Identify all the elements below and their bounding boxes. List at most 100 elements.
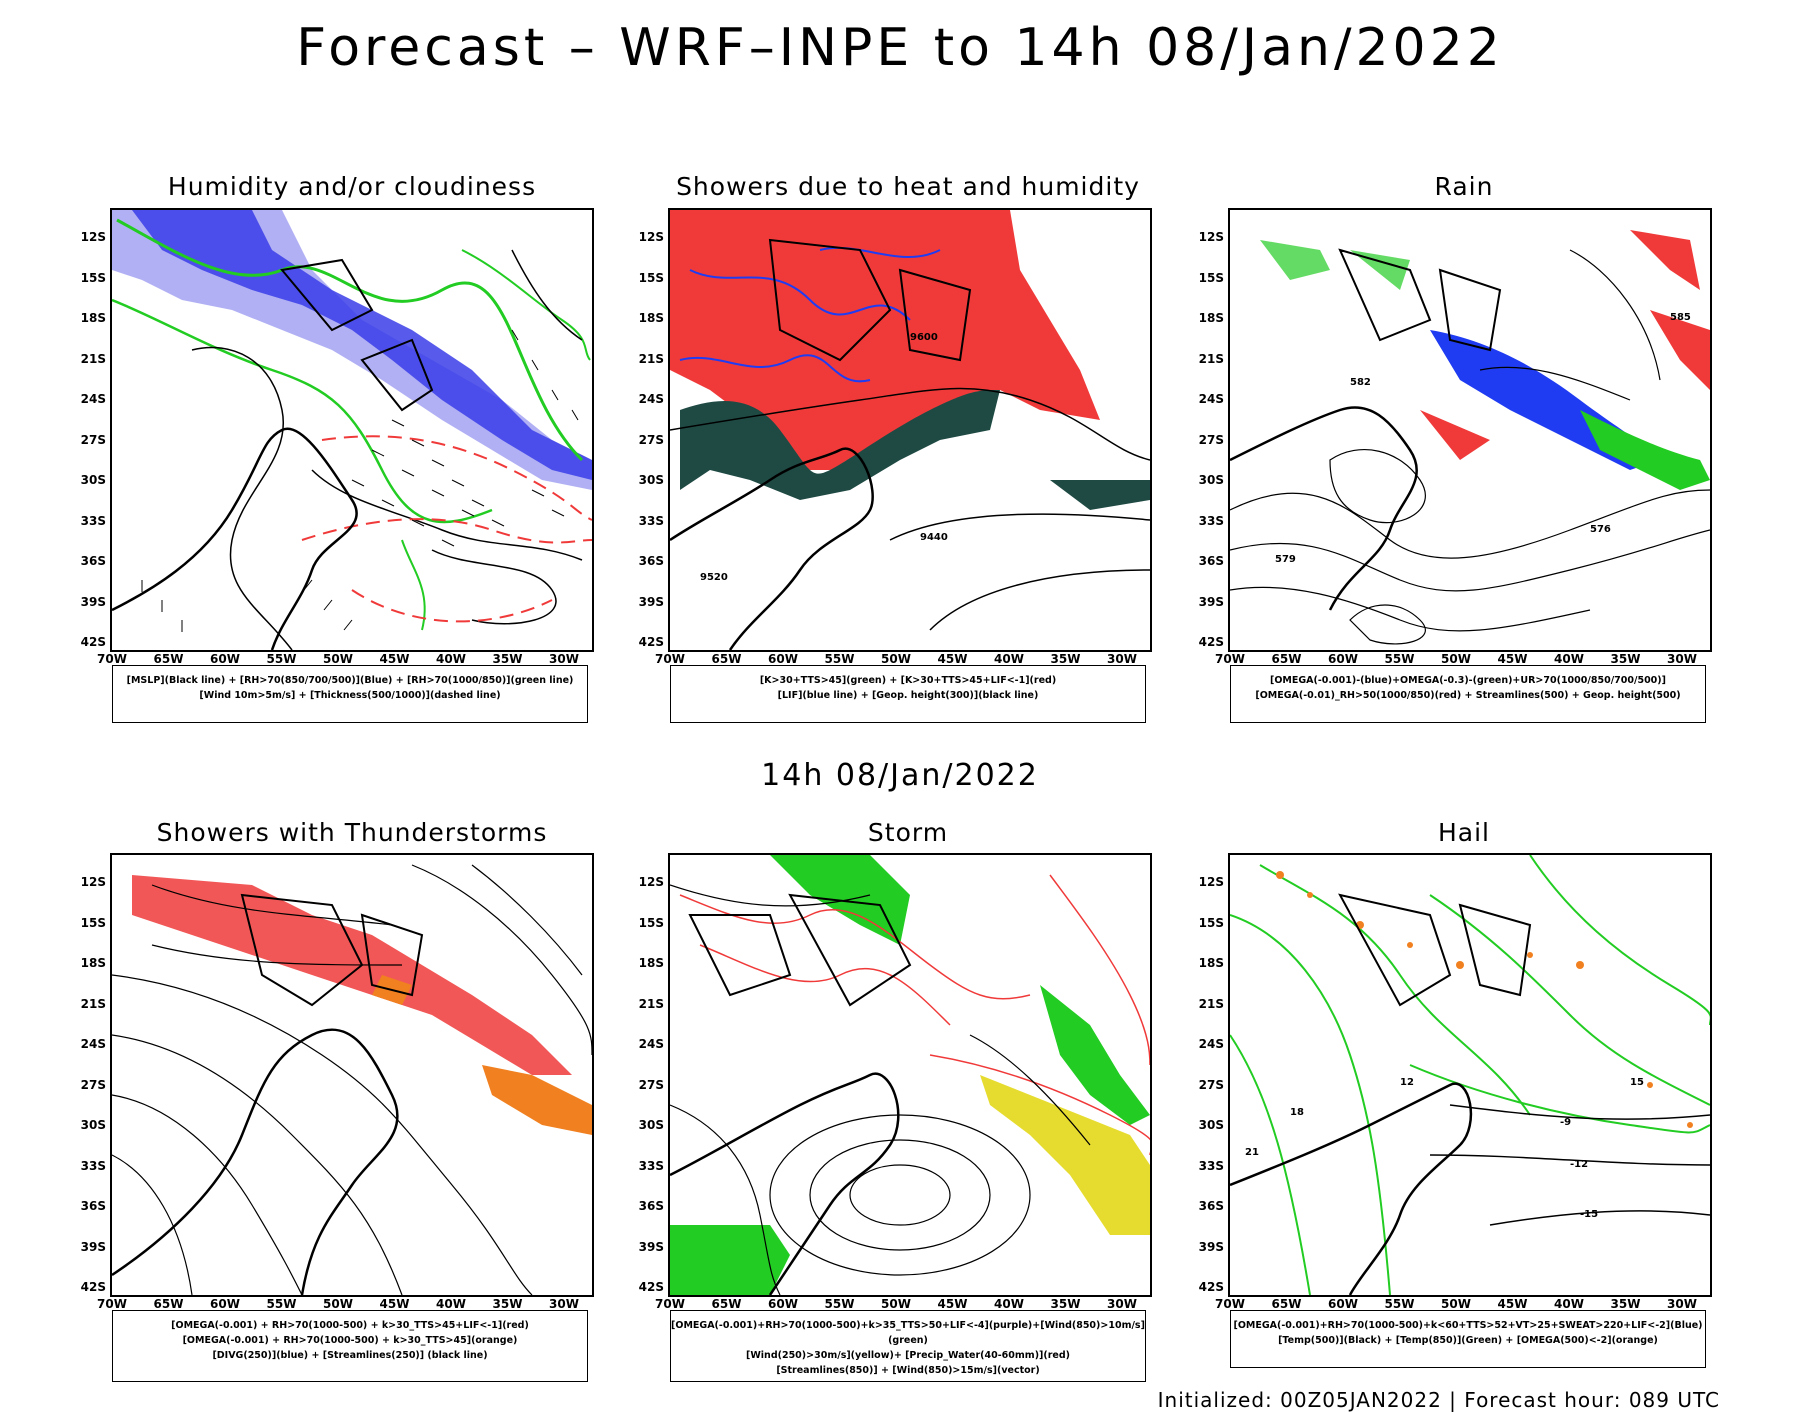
lat-tick-label: 30S [638, 1118, 664, 1132]
lat-tick-label: 27S [80, 1077, 106, 1092]
lat-tick-label: 21S [80, 351, 106, 366]
lon-tick-label: 50W [881, 1297, 911, 1311]
lat-tick-label: 27S [80, 432, 106, 447]
lat-tick-label: 12S [80, 230, 106, 244]
lon-tick-label: 40W [994, 1297, 1024, 1311]
legend-line: [DIVG(250)](blue) + [Streamlines(250)] (… [212, 1350, 488, 1361]
rh-green-line-1 [116, 218, 584, 462]
legend-storm: [OMEGA(-0.001)+RH>70(1000-500)+k>35_TTS>… [670, 1310, 1146, 1382]
lat-tick-label: 15S [638, 270, 664, 285]
lat-tick-label: 30S [80, 1118, 106, 1132]
map-showers-heat-svg: 9440 9520 9600 [670, 210, 1150, 650]
lon-tick-label: 30W [549, 652, 579, 666]
legend-line: [LIF](blue line) + [Geop. height(300)](b… [777, 690, 1039, 701]
legend-thunderstorms: [OMEGA(-0.001) + RH>70(1000-500) + k>30_… [112, 1310, 588, 1382]
lif-blue-line-3 [819, 246, 941, 259]
lat-tick-label: 36S [80, 554, 106, 568]
lon-tick-label: 70W [655, 1297, 685, 1311]
lon-tick-label: 65W [711, 652, 742, 666]
lon-tick-label: 45W [937, 652, 968, 666]
lat-tick-label: 30S [638, 473, 664, 487]
lat-tick-label: 24S [638, 1037, 664, 1051]
lat-tick-label: 33S [1198, 513, 1224, 528]
coastline [112, 1028, 399, 1295]
lon-tick-label: 40W [994, 652, 1024, 666]
lon-tick-label: 60W [210, 652, 240, 666]
lat-tick-label: 33S [638, 1158, 664, 1173]
lat-tick-label: 36S [638, 1199, 664, 1213]
map-showers-heat: 9440 9520 9600 [668, 208, 1152, 652]
lon-tick-label: 55W [824, 1297, 855, 1311]
legend-line: [OMEGA(-0.001) + RH>70(1000-500) + k>30_… [171, 1320, 529, 1331]
lat-tick-label: 18S [638, 311, 664, 325]
lon-tick-label: 60W [1328, 1297, 1358, 1311]
legend-showers-heat: [K>30+TTS>45](green) + [K>30+TTS>45+LIF<… [670, 665, 1146, 723]
footer-info: Initialized: 00Z05JAN2022 | Forecast hou… [1157, 1388, 1720, 1412]
lat-tick-label: 24S [1198, 392, 1224, 406]
lon-tick-label: 55W [266, 1297, 297, 1311]
lon-tick-label: 35W [492, 652, 523, 666]
contour-label: 579 [1275, 554, 1296, 565]
borders [1338, 248, 1502, 352]
lon-tick-label: 50W [323, 652, 353, 666]
lon-tick-label: 55W [266, 652, 297, 666]
coastline [1230, 406, 1418, 611]
map-storm [668, 853, 1152, 1297]
lon-tick-label: 50W [1441, 1297, 1471, 1311]
borders [280, 258, 434, 412]
lon-tick-label: 65W [153, 652, 184, 666]
panel-title-rain: Rain [1434, 172, 1494, 201]
lon-tick-label: 60W [768, 652, 798, 666]
lat-tick-label: 21S [80, 996, 106, 1011]
legend-line: [Wind 10m>5m/s] + [Thickness(500/1000)](… [199, 690, 501, 701]
lat-tick-label: 39S [1198, 594, 1224, 609]
rh-blue-area [132, 210, 592, 480]
lon-tick-label: 55W [824, 652, 855, 666]
lon-tick-label: 70W [97, 1297, 127, 1311]
lat-tick-label: 21S [1198, 351, 1224, 366]
lon-tick-label: 65W [153, 1297, 184, 1311]
lon-tick-label: 70W [1215, 652, 1245, 666]
lon-tick-label: 30W [549, 1297, 579, 1311]
contour-label: 21 [1245, 1147, 1259, 1158]
borders [688, 893, 912, 1007]
wind850-green-area-2 [1040, 985, 1150, 1125]
thunder-red-area [132, 875, 572, 1075]
coastline [1230, 1082, 1473, 1295]
lat-tick-label: 15S [638, 915, 664, 930]
lon-tick-label: 45W [1497, 652, 1528, 666]
legend-hail: [OMEGA(-0.001)+RH>70(1000-500)+k<60+TTS>… [1230, 1310, 1706, 1368]
lat-tick-label: 27S [1198, 1077, 1224, 1092]
k-tts-green-area-2 [1050, 480, 1150, 510]
legend-line: [OMEGA(-0.001)-(blue)+OMEGA(-0.3)-(green… [1270, 675, 1666, 686]
temp500-black [1429, 1104, 1710, 1226]
lat-tick-label: 12S [80, 875, 106, 889]
contour-label: 9440 [920, 532, 948, 543]
thickness-dashed-2 [351, 589, 553, 623]
lon-tick-label: 60W [210, 1297, 240, 1311]
geop-line-3 [929, 569, 1150, 631]
map-hail: -9 -12 -15 12 15 18 21 [1228, 853, 1712, 1297]
contour-label: -9 [1560, 1117, 1571, 1128]
lat-tick-label: 39S [80, 1239, 106, 1254]
contour-label: 582 [1350, 377, 1371, 388]
lif-blue-line-2 [679, 354, 871, 383]
borders [1338, 893, 1532, 1007]
legend-humidity: [MSLP](Black line) + [RH>70(850/700/500)… [112, 665, 588, 723]
lat-tick-label: 24S [80, 392, 106, 406]
lat-tick-label: 39S [1198, 1239, 1224, 1254]
legend-rain: [OMEGA(-0.001)-(blue)+OMEGA(-0.3)-(green… [1230, 665, 1706, 723]
contour-label: 12 [1400, 1077, 1414, 1088]
omega-red-patches [1420, 230, 1710, 460]
lon-tick-label: 50W [1441, 652, 1471, 666]
lon-tick-label: 45W [379, 1297, 410, 1311]
contour-label: -12 [1570, 1159, 1588, 1170]
lat-tick-label: 42S [1198, 1280, 1224, 1294]
lat-tick-label: 12S [1198, 230, 1224, 244]
lat-tick-label: 15S [80, 270, 106, 285]
legend-line: [Temp(500)](Black) + [Temp(850)](Green) … [1278, 1335, 1658, 1346]
legend-line: [Streamlines(850)] + [Wind(850)>15m/s](v… [776, 1365, 1040, 1376]
mslp-line-1 [191, 346, 293, 650]
lon-tick-label: 30W [1107, 652, 1137, 666]
lon-tick-label: 30W [1667, 1297, 1697, 1311]
